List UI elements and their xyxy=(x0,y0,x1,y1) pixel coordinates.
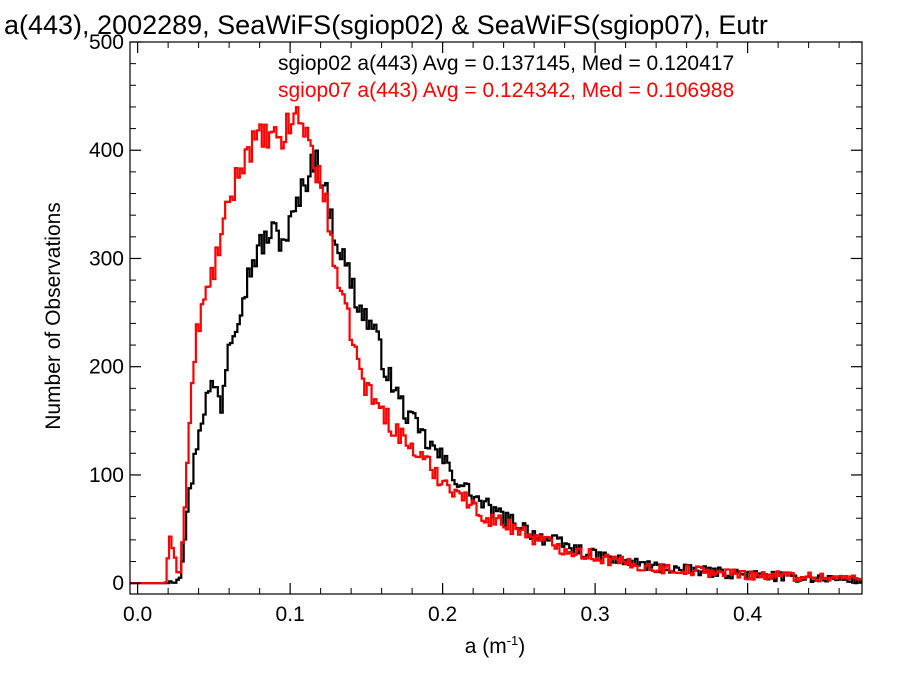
x-axis-label-close: ) xyxy=(518,635,525,658)
y-tick-label: 200 xyxy=(89,356,124,379)
tick-labels-layer: 0.0 0.1 0.2 0.3 0.4 0 100 200 300 400 500 xyxy=(89,31,763,626)
y-tick-label: 500 xyxy=(89,31,124,54)
legend-entry-sgiop07: sgiop07 a(443) Avg = 0.124342, Med = 0.1… xyxy=(278,79,734,102)
x-tick-label: 0.1 xyxy=(276,603,305,626)
x-axis-label: a (m-1) xyxy=(465,633,526,658)
y-tick-label: 100 xyxy=(89,464,124,487)
chart-title: a(443), 2002289, SeaWiFS(sgiop02) & SeaW… xyxy=(4,10,768,40)
series-line-2 xyxy=(130,106,862,585)
y-tick-label: 300 xyxy=(89,247,124,270)
legend-entry-sgiop02: sgiop02 a(443) Avg = 0.137145, Med = 0.1… xyxy=(278,52,734,75)
series-line-1 xyxy=(130,149,862,585)
y-axis-label: Number of Observations xyxy=(42,202,65,430)
plot-frame xyxy=(129,41,863,595)
x-tick-label: 0.4 xyxy=(733,603,763,626)
x-tick-label: 0.2 xyxy=(428,603,457,626)
x-tick-label: 0.3 xyxy=(581,603,610,626)
x-axis-label-text: a (m xyxy=(465,635,507,658)
x-axis-label-superscript: -1 xyxy=(507,633,519,648)
ticks-layer xyxy=(130,41,862,594)
x-tick-label: 0.0 xyxy=(123,603,152,626)
y-tick-label: 400 xyxy=(89,139,124,162)
series-layer xyxy=(130,106,862,585)
y-tick-label: 0 xyxy=(112,572,124,595)
